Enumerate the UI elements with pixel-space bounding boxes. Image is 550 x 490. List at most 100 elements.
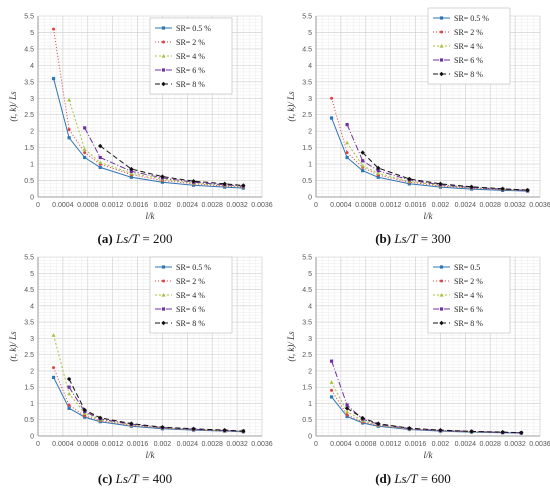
x-tick-label: 0.0016 [127, 441, 149, 448]
x-tick-label: 0.0012 [102, 202, 124, 209]
y-tick-label: 1 [30, 401, 34, 408]
x-tick-label: 0.0008 [355, 441, 377, 448]
y-tick-label: 0 [30, 195, 34, 202]
x-tick-label: 0.0024 [177, 441, 199, 448]
y-tick-label: 2.5 [302, 112, 312, 119]
y-tick-label: 5 [30, 30, 34, 37]
y-tick-label: 3 [308, 336, 312, 343]
y-tick-label: 3 [30, 336, 34, 343]
legend-marker [439, 16, 444, 20]
legend-marker [439, 265, 444, 269]
data-point [345, 413, 349, 417]
y-tick-label: 3 [308, 96, 312, 103]
x-tick-label: 0.0036 [529, 441, 550, 448]
y-tick-label: 4.5 [24, 46, 34, 53]
data-point [51, 76, 56, 81]
caption-var: Ls/T [115, 471, 139, 486]
legend-label: SR= 0.5 % [176, 263, 211, 272]
data-point [241, 428, 246, 434]
y-tick-label: 2.5 [24, 112, 34, 119]
x-tick-label: 0.0008 [77, 441, 99, 448]
legend-marker [161, 54, 166, 58]
y-tick-label: 3.5 [24, 79, 34, 86]
legend-marker [162, 40, 165, 44]
legend-marker [161, 265, 166, 269]
y-tick-label: 1 [308, 162, 312, 169]
caption-b: (b) Ls/T = 300 [278, 231, 548, 247]
y-tick-label: 2.5 [302, 352, 312, 359]
x-tick-label: 0.0012 [380, 202, 402, 209]
data-point [82, 147, 87, 151]
legend-marker [161, 307, 166, 311]
data-point [345, 414, 349, 419]
series-line [331, 382, 522, 434]
series-line [99, 145, 244, 186]
x-tick-label: 0.0028 [202, 202, 224, 209]
legend-label: SR= 2 % [454, 277, 483, 286]
x-tick-label: 0.0012 [102, 441, 124, 448]
legend-label: SR= 6 % [454, 305, 483, 314]
y-tick-label: 1 [308, 401, 312, 408]
legend-label: SR= 6 % [176, 66, 205, 75]
legend-marker [439, 44, 444, 48]
data-point [66, 376, 72, 382]
chart-svg-a: 00.511.522.533.544.555.50 0.0004 0.0008 0.0… [8, 14, 273, 222]
data-point [160, 180, 165, 184]
data-point [344, 406, 350, 411]
legend-marker [162, 279, 165, 283]
y-tick-label: 4 [30, 303, 34, 310]
data-point [67, 128, 71, 132]
legend-label: SR= 8 % [454, 319, 483, 328]
y-tick-label: 2 [30, 368, 34, 375]
data-point [83, 151, 87, 155]
series-line [331, 396, 522, 434]
y-tick-label: 0.5 [24, 178, 34, 185]
x-tick-label: 0.0028 [480, 202, 502, 209]
x-tick-label: 0.0024 [455, 441, 477, 448]
data-point [52, 27, 56, 31]
y-tick-label: 1.5 [302, 385, 312, 392]
legend-marker [161, 26, 166, 30]
legend-marker [439, 71, 444, 77]
y-tick-label: 0.5 [24, 417, 34, 424]
caption-value: = 200 [142, 231, 173, 246]
caption-var: Ls/T [115, 231, 140, 246]
legend-label: SR= 0.5 % [454, 14, 489, 23]
chart-panel-b: 0 0.5 1 1.5 2 2.5 3 3.5 4 4.5 5 5.5 0 0.0004 0.0008 0.0… [278, 0, 550, 247]
legend-label: SR= 6 % [176, 305, 205, 314]
x-tick-label: 0.0032 [226, 202, 248, 209]
legend-marker [161, 320, 166, 326]
legend-label: SR= 4 % [454, 42, 483, 51]
data-point [438, 181, 443, 187]
y-tick-label: 4.5 [302, 46, 312, 53]
legend-marker [161, 293, 166, 297]
x-axis-title: l/k [424, 211, 434, 221]
data-point [129, 171, 134, 175]
y-tick-label: 3 [30, 96, 34, 103]
chart-svg-d: 00.511.522.533.544.555.50 0.0004 0.0008 0.0… [286, 255, 550, 461]
x-tick-label: 0.0036 [251, 441, 273, 448]
data-point [329, 395, 334, 399]
data-point [222, 181, 227, 187]
data-point [376, 421, 381, 426]
y-axis-title: (t, k)/ Ls [286, 91, 296, 122]
caption-var: Ls/T [394, 231, 418, 246]
data-point [345, 140, 350, 145]
chart-panel-c: 0 0.5 1 1.5 2 2.5 3 3.5 4 4.5 5 5.5 0 0.0004 0.0008 0.0… [0, 245, 273, 490]
y-tick-label: 1 [30, 162, 34, 169]
y-tick-label: 2.5 [24, 352, 34, 359]
data-point [98, 160, 103, 165]
x-tick-label: 0.0008 [355, 202, 377, 209]
x-tick-label: 0.0028 [202, 441, 224, 448]
data-point [360, 163, 365, 168]
data-point [83, 126, 87, 130]
x-tick-label: 0.0016 [405, 202, 427, 209]
x-tick-label: 0.002 [432, 202, 450, 209]
y-tick-label: 5.5 [302, 14, 312, 21]
x-tick-label: 0.002 [154, 441, 172, 448]
data-point [360, 415, 365, 421]
x-tick-label: 0.0032 [504, 202, 526, 209]
y-tick-label: 5.5 [24, 14, 34, 21]
legend-label: SR= 4 % [454, 291, 483, 300]
y-tick-label: 1.5 [24, 145, 34, 152]
